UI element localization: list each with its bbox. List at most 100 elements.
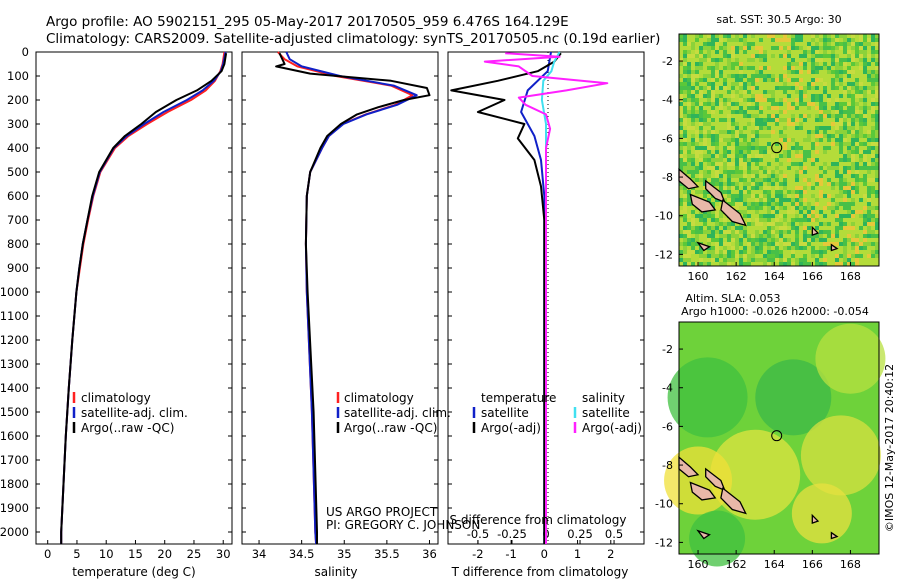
sst-cell xyxy=(831,58,835,62)
sst-cell xyxy=(727,142,731,146)
sst-cell xyxy=(783,82,787,86)
sst-cell xyxy=(859,230,863,234)
sst-cell xyxy=(835,42,839,46)
sst-cell xyxy=(787,118,791,122)
sst-cell xyxy=(779,222,783,226)
sst-cell xyxy=(823,254,827,258)
sst-cell xyxy=(755,142,759,146)
sst-cell xyxy=(743,142,747,146)
sst-cell xyxy=(775,170,779,174)
sst-cell xyxy=(807,150,811,154)
sst-cell xyxy=(823,182,827,186)
sst-cell xyxy=(723,186,727,190)
sst-cell xyxy=(863,74,867,78)
sst-cell xyxy=(691,118,695,122)
sst-cell xyxy=(831,174,835,178)
sst-cell xyxy=(815,250,819,254)
sst-cell xyxy=(863,50,867,54)
sst-cell xyxy=(687,130,691,134)
sst-cell xyxy=(731,230,735,234)
sst-cell xyxy=(875,150,879,154)
sst-cell xyxy=(807,34,811,38)
sst-cell xyxy=(731,262,735,266)
sst-cell xyxy=(679,198,683,202)
sst-cell xyxy=(703,74,707,78)
depth-tick-label: 1700 xyxy=(0,453,29,467)
sst-cell xyxy=(843,82,847,86)
sst-cell xyxy=(823,122,827,126)
sst-cell xyxy=(823,262,827,266)
sst-cell xyxy=(743,114,747,118)
sst-cell xyxy=(839,94,843,98)
sst-cell xyxy=(855,254,859,258)
sst-cell xyxy=(767,134,771,138)
sst-cell xyxy=(755,66,759,70)
sst-cell xyxy=(811,206,815,210)
sst-cell xyxy=(851,82,855,86)
sst-cell xyxy=(695,46,699,50)
sst-cell xyxy=(719,114,723,118)
sst-cell xyxy=(743,54,747,58)
sst-cell xyxy=(839,46,843,50)
sst-cell xyxy=(815,254,819,258)
sst-cell xyxy=(843,218,847,222)
sst-cell xyxy=(739,246,743,250)
sst-cell xyxy=(687,82,691,86)
sst-cell xyxy=(719,146,723,150)
sst-cell xyxy=(843,150,847,154)
sst-cell xyxy=(807,142,811,146)
sst-cell xyxy=(863,178,867,182)
credit-line-1: US ARGO PROJECT xyxy=(326,505,438,519)
sst-cell xyxy=(735,186,739,190)
sst-cell xyxy=(703,50,707,54)
sst-cell xyxy=(743,218,747,222)
sst-cell xyxy=(855,150,859,154)
sst-cell xyxy=(719,218,723,222)
sst-cell xyxy=(719,42,723,46)
sst-cell xyxy=(815,186,819,190)
sst-cell xyxy=(683,230,687,234)
sst-cell xyxy=(775,198,779,202)
sst-cell xyxy=(847,242,851,246)
sst-cell xyxy=(827,214,831,218)
sla-map: Altim. SLA: 0.053 Argo h1000: -0.026 h20… xyxy=(655,292,886,571)
x-tick-label: 15 xyxy=(128,547,143,561)
sst-cell xyxy=(687,142,691,146)
sst-cell xyxy=(863,134,867,138)
sst-cell xyxy=(783,186,787,190)
sst-cell xyxy=(735,150,739,154)
sst-cell xyxy=(679,150,683,154)
sst-cell xyxy=(735,206,739,210)
sst-cell xyxy=(807,194,811,198)
sst-cell xyxy=(783,154,787,158)
sst-cell xyxy=(871,86,875,90)
sst-cell xyxy=(695,242,699,246)
sst-cell xyxy=(751,222,755,226)
salinity-xlabel: salinity xyxy=(314,565,357,579)
sst-cell xyxy=(751,138,755,142)
sst-cell xyxy=(767,50,771,54)
sst-cell xyxy=(763,214,767,218)
sst-cell xyxy=(723,230,727,234)
sst-cell xyxy=(771,62,775,66)
sst-cell xyxy=(755,82,759,86)
sst-cell xyxy=(687,54,691,58)
sst-cell xyxy=(803,206,807,210)
sst-cell xyxy=(679,46,683,50)
sst-cell xyxy=(855,178,859,182)
depth-tick-label: 1200 xyxy=(0,333,29,347)
sst-cell xyxy=(791,122,795,126)
sst-cell xyxy=(691,42,695,46)
sst-cell xyxy=(823,34,827,38)
sst-cell xyxy=(719,126,723,130)
x-tick-label: 0 xyxy=(44,547,51,561)
sst-cell xyxy=(779,70,783,74)
sst-cell xyxy=(707,106,711,110)
sst-cell xyxy=(783,118,787,122)
sst-cell xyxy=(707,66,711,70)
sst-cell xyxy=(807,250,811,254)
sst-cell xyxy=(795,74,799,78)
sst-cell xyxy=(719,238,723,242)
sst-cell xyxy=(767,218,771,222)
sst-cell xyxy=(735,126,739,130)
